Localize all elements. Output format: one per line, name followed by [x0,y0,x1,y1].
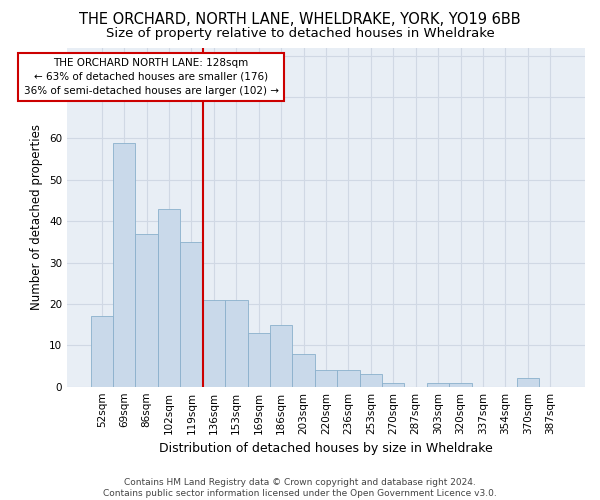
Bar [136,234,158,386]
Bar [315,370,337,386]
Bar [292,354,315,386]
Bar [382,382,404,386]
Y-axis label: Number of detached properties: Number of detached properties [31,124,43,310]
Bar [248,333,270,386]
Bar [517,378,539,386]
Text: THE ORCHARD NORTH LANE: 128sqm
← 63% of detached houses are smaller (176)
36% of: THE ORCHARD NORTH LANE: 128sqm ← 63% of … [23,58,278,96]
X-axis label: Distribution of detached houses by size in Wheldrake: Distribution of detached houses by size … [159,442,493,455]
Bar [113,142,136,386]
Bar [449,382,472,386]
Bar [225,300,248,386]
Bar [203,300,225,386]
Bar [180,242,203,386]
Bar [359,374,382,386]
Bar [427,382,449,386]
Text: Size of property relative to detached houses in Wheldrake: Size of property relative to detached ho… [106,28,494,40]
Text: Contains HM Land Registry data © Crown copyright and database right 2024.
Contai: Contains HM Land Registry data © Crown c… [103,478,497,498]
Bar [91,316,113,386]
Bar [337,370,359,386]
Bar [270,324,292,386]
Text: THE ORCHARD, NORTH LANE, WHELDRAKE, YORK, YO19 6BB: THE ORCHARD, NORTH LANE, WHELDRAKE, YORK… [79,12,521,28]
Bar [158,209,180,386]
